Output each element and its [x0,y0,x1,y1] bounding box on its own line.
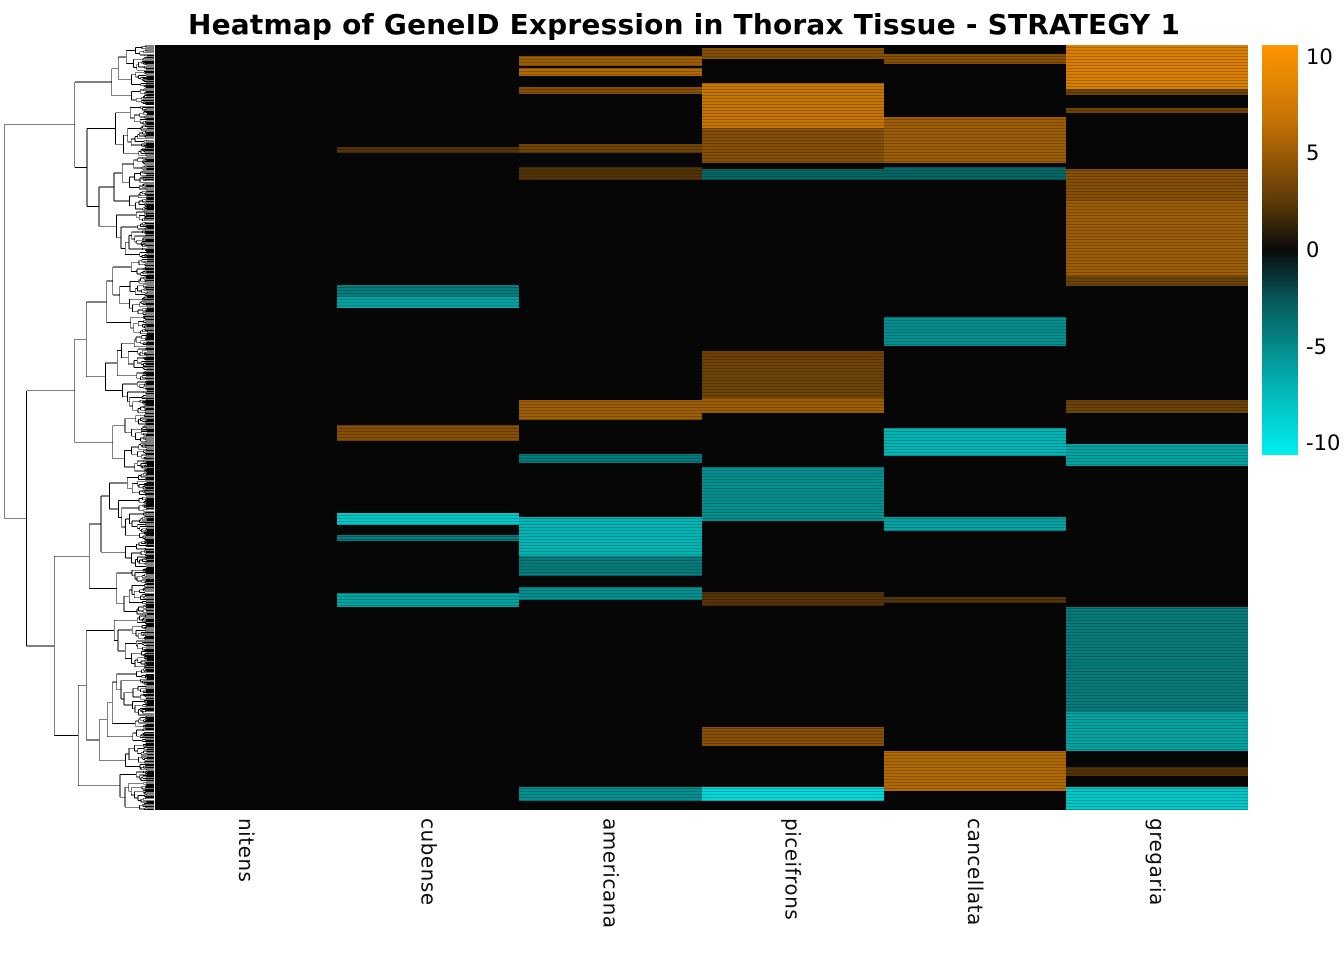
expression-band [883,54,1066,65]
expression-band [1065,787,1249,810]
row-dendrogram [4,45,154,810]
expression-band [701,83,884,128]
expression-band [701,48,884,59]
expression-band [701,168,884,181]
expression-band [883,751,1066,791]
colorbar-tick--10: -10 [1306,431,1341,456]
expression-band [1065,276,1249,286]
expression-band [883,116,1066,163]
heatmap-column-gregaria [1065,45,1249,810]
expression-band [519,144,702,153]
column-label-americana: americana [598,818,623,929]
expression-band [519,399,702,420]
expression-band [701,591,884,606]
column-labels: nitens cubense americana piceifrons cancella… [155,818,1248,956]
colorbar-tick-0: 0 [1306,238,1320,262]
column-label-cell: piceifrons [702,818,884,956]
expression-band [1065,168,1249,202]
expression-band [701,787,884,801]
expression-band [1065,201,1249,277]
expression-band [1065,712,1249,752]
expression-band [519,67,702,76]
expression-band [883,427,1066,456]
expression-band [519,517,702,556]
expression-band [883,517,1066,531]
column-label-cell: cancellata [884,818,1066,956]
expression-band [519,787,702,801]
expression-band [519,454,702,464]
column-label-nitens: nitens [234,818,259,883]
colorbar-gradient [1262,45,1298,455]
colorbar-tick--5: -5 [1306,334,1327,359]
heatmap-column-cancellata [883,45,1066,810]
expression-band [519,87,702,94]
expression-band [337,285,520,298]
expression-band [337,425,520,442]
column-label-cell: americana [519,818,701,956]
chart-title: Heatmap of GeneID Expression in Thorax T… [187,8,1181,41]
heatmap-column-cubense [337,45,520,810]
expression-band [337,146,520,153]
expression-band [337,297,520,309]
expression-band [1065,607,1249,713]
colorbar-tick-10: 10 [1306,44,1333,69]
column-label-piceifrons: piceifrons [780,818,805,921]
expression-band [883,317,1066,346]
expression-band [1065,45,1249,89]
expression-band [701,467,884,521]
column-label-gregaria: gregaria [1144,818,1169,906]
heatmap-column-americana [519,45,702,810]
expression-band [337,592,520,607]
colorbar-tick-5: 5 [1306,141,1320,166]
expression-band [519,587,702,601]
heatmap-column-nitens [155,45,338,810]
expression-band [337,513,520,525]
expression-band [1065,107,1249,114]
column-label-cancellata: cancellata [962,818,987,926]
expression-band [1065,88,1249,96]
expression-band [701,398,884,413]
column-label-cubense: cubense [416,818,441,906]
expression-band [883,597,1066,604]
expression-band [701,351,884,399]
expression-band [1065,399,1249,413]
colorbar-tick-labels: 10 5 0 -5 -10 [1306,45,1344,455]
expression-band [1065,767,1249,776]
expression-band [337,534,520,541]
heatmap-grid [155,45,1249,810]
column-label-cell: gregaria [1066,818,1248,956]
expression-band [519,55,702,67]
expression-band [701,727,884,746]
expression-band [519,167,702,180]
expression-band [883,167,1066,180]
expression-band [519,556,702,576]
column-label-cell: nitens [155,818,337,956]
heatmap-column-piceifrons [701,45,884,810]
column-label-cell: cubense [337,818,519,956]
expression-band [1065,444,1249,466]
expression-band [701,127,884,163]
